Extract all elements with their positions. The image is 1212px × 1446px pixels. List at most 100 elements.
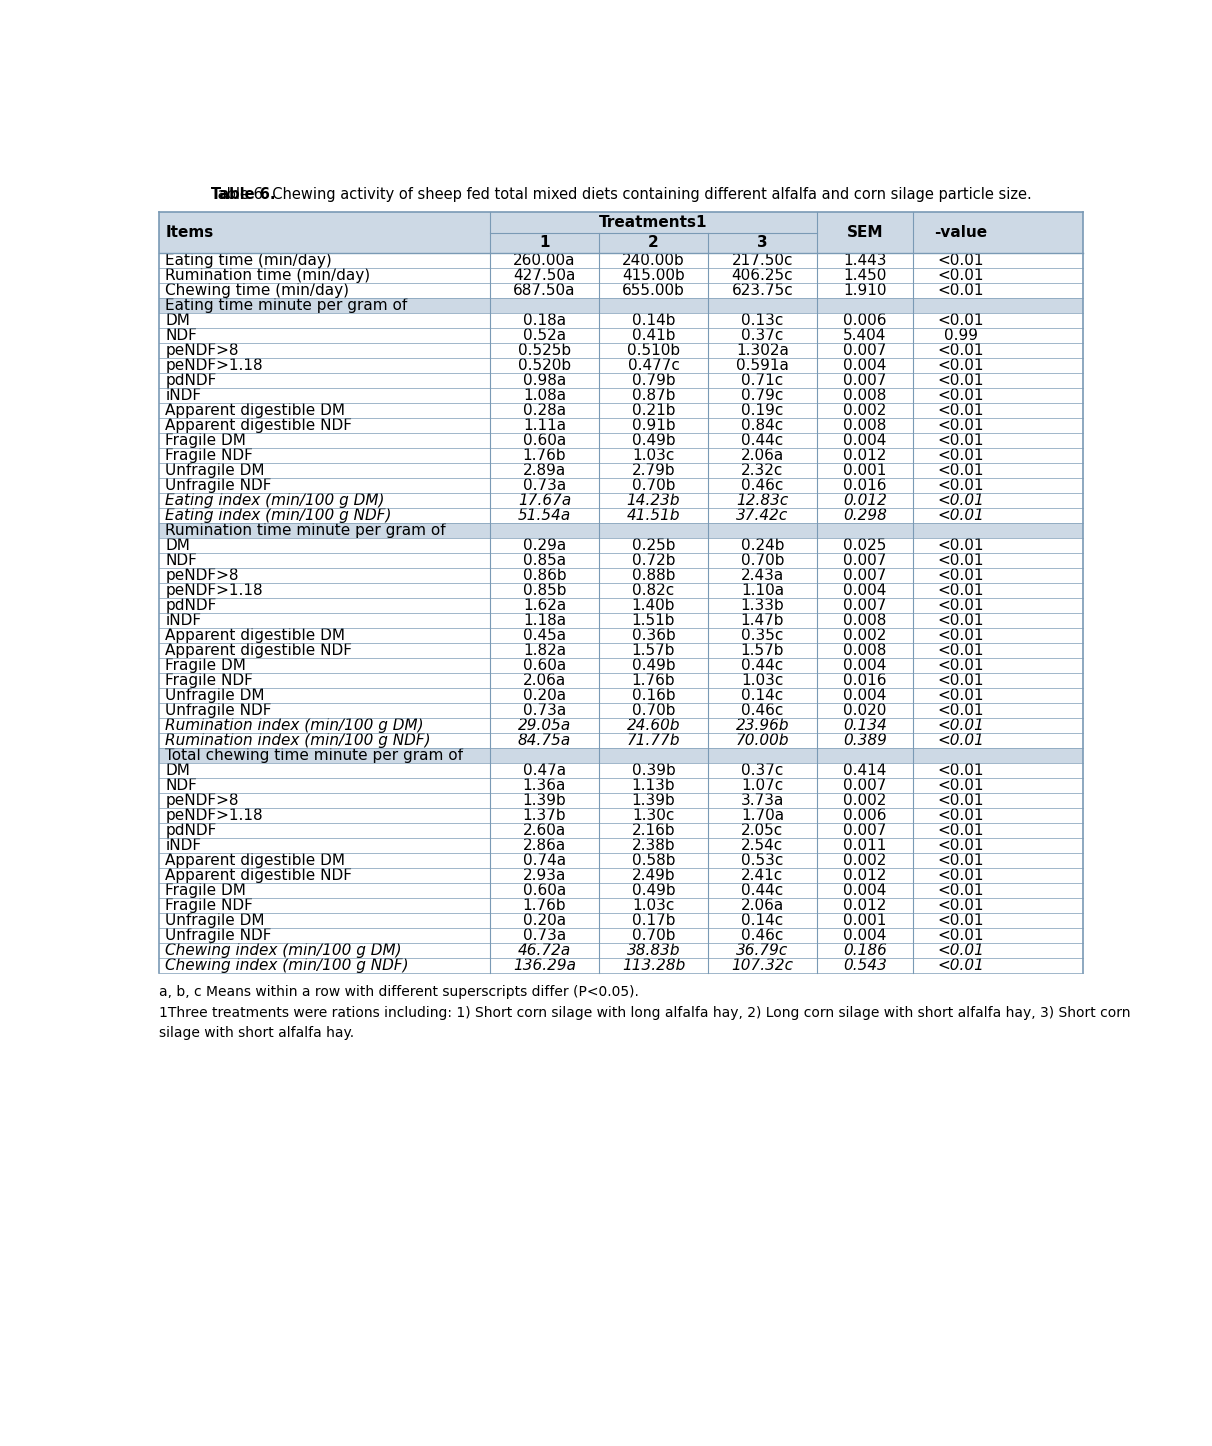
Text: 38.83b: 38.83b bbox=[627, 943, 680, 959]
Bar bbox=[159, 268, 1084, 282]
Text: Chewing time (min/day): Chewing time (min/day) bbox=[166, 282, 349, 298]
Text: 0.001: 0.001 bbox=[844, 463, 887, 477]
Text: 0.002: 0.002 bbox=[844, 853, 887, 868]
Text: 1.08a: 1.08a bbox=[522, 388, 566, 402]
Text: 0.298: 0.298 bbox=[844, 508, 887, 523]
Text: 0.591a: 0.591a bbox=[736, 357, 789, 373]
Text: 1.11a: 1.11a bbox=[522, 418, 566, 432]
Bar bbox=[159, 884, 1084, 898]
Text: <0.01: <0.01 bbox=[938, 763, 984, 778]
Text: 1.03c: 1.03c bbox=[742, 672, 784, 688]
Text: 2.16b: 2.16b bbox=[631, 823, 675, 839]
Text: 0.134: 0.134 bbox=[844, 719, 887, 733]
Text: 0.45a: 0.45a bbox=[522, 628, 566, 643]
Text: <0.01: <0.01 bbox=[938, 808, 984, 823]
Text: 0.008: 0.008 bbox=[844, 418, 887, 432]
Text: 0.73a: 0.73a bbox=[522, 928, 566, 943]
Text: <0.01: <0.01 bbox=[938, 868, 984, 884]
Text: 1.76b: 1.76b bbox=[522, 448, 566, 463]
Text: 0.85a: 0.85a bbox=[522, 552, 566, 568]
Text: peNDF>1.18: peNDF>1.18 bbox=[166, 583, 263, 597]
Text: 0.007: 0.007 bbox=[844, 778, 887, 792]
Text: 1.03c: 1.03c bbox=[633, 898, 675, 914]
Text: <0.01: <0.01 bbox=[938, 568, 984, 583]
Text: 0.004: 0.004 bbox=[844, 583, 887, 597]
Bar bbox=[159, 508, 1084, 523]
Text: Apparent digestible NDF: Apparent digestible NDF bbox=[166, 418, 353, 432]
Text: 0.79c: 0.79c bbox=[742, 388, 784, 402]
Text: 24.60b: 24.60b bbox=[627, 719, 680, 733]
Text: 0.020: 0.020 bbox=[844, 703, 887, 719]
Text: Fragile NDF: Fragile NDF bbox=[166, 672, 253, 688]
Text: 0.88b: 0.88b bbox=[631, 568, 675, 583]
Bar bbox=[159, 253, 1084, 268]
Text: <0.01: <0.01 bbox=[938, 583, 984, 597]
Text: 1.13b: 1.13b bbox=[631, 778, 675, 792]
Text: 2.06a: 2.06a bbox=[522, 672, 566, 688]
Text: 0.79b: 0.79b bbox=[631, 373, 675, 388]
Text: 0.47a: 0.47a bbox=[522, 763, 566, 778]
Text: Table 6. Chewing activity of sheep fed total mixed diets containing different al: Table 6. Chewing activity of sheep fed t… bbox=[211, 187, 1031, 202]
Text: 0.71c: 0.71c bbox=[742, 373, 784, 388]
Bar bbox=[159, 763, 1084, 778]
Text: <0.01: <0.01 bbox=[938, 268, 984, 282]
Text: <0.01: <0.01 bbox=[938, 688, 984, 703]
Bar bbox=[159, 583, 1084, 597]
Text: 0.86b: 0.86b bbox=[522, 568, 566, 583]
Text: Rumination index (min/100 g DM): Rumination index (min/100 g DM) bbox=[166, 719, 424, 733]
Text: <0.01: <0.01 bbox=[938, 343, 984, 357]
Text: <0.01: <0.01 bbox=[938, 402, 984, 418]
Text: 0.520b: 0.520b bbox=[518, 357, 571, 373]
Text: <0.01: <0.01 bbox=[938, 373, 984, 388]
Bar bbox=[159, 552, 1084, 568]
Text: 2.49b: 2.49b bbox=[631, 868, 675, 884]
Bar bbox=[159, 943, 1084, 959]
Text: 0.44c: 0.44c bbox=[742, 432, 784, 448]
Text: a, b, c Means within a row with different superscripts differ (P<0.05).: a, b, c Means within a row with differen… bbox=[159, 985, 639, 999]
Text: Chewing index (min/100 g NDF): Chewing index (min/100 g NDF) bbox=[166, 959, 410, 973]
Text: 2.93a: 2.93a bbox=[522, 868, 566, 884]
Text: <0.01: <0.01 bbox=[938, 357, 984, 373]
Text: 0.007: 0.007 bbox=[844, 343, 887, 357]
Text: 0.19c: 0.19c bbox=[742, 402, 784, 418]
Text: 2.06a: 2.06a bbox=[741, 898, 784, 914]
Text: <0.01: <0.01 bbox=[938, 898, 984, 914]
Text: <0.01: <0.01 bbox=[938, 643, 984, 658]
Bar bbox=[159, 928, 1084, 943]
Text: 0.17b: 0.17b bbox=[631, 914, 675, 928]
Text: 0.98a: 0.98a bbox=[522, 373, 566, 388]
Text: 84.75a: 84.75a bbox=[518, 733, 571, 748]
Text: 0.49b: 0.49b bbox=[631, 884, 675, 898]
Text: SEM: SEM bbox=[847, 226, 884, 240]
Text: 0.53c: 0.53c bbox=[742, 853, 784, 868]
Text: 0.70b: 0.70b bbox=[631, 477, 675, 493]
Text: Unfragile DM: Unfragile DM bbox=[166, 463, 265, 477]
Text: Rumination index (min/100 g NDF): Rumination index (min/100 g NDF) bbox=[166, 733, 431, 748]
Text: <0.01: <0.01 bbox=[938, 703, 984, 719]
Text: 0.008: 0.008 bbox=[844, 388, 887, 402]
Text: 0.004: 0.004 bbox=[844, 688, 887, 703]
Text: 51.54a: 51.54a bbox=[518, 508, 571, 523]
Text: 0.477c: 0.477c bbox=[628, 357, 680, 373]
Text: 1.910: 1.910 bbox=[844, 282, 887, 298]
Text: <0.01: <0.01 bbox=[938, 719, 984, 733]
Text: 0.14c: 0.14c bbox=[742, 914, 784, 928]
Text: 0.28a: 0.28a bbox=[522, 402, 566, 418]
Text: 23.96b: 23.96b bbox=[736, 719, 789, 733]
Text: <0.01: <0.01 bbox=[938, 312, 984, 328]
Text: 0.007: 0.007 bbox=[844, 552, 887, 568]
Text: 0.007: 0.007 bbox=[844, 568, 887, 583]
Text: 0.16b: 0.16b bbox=[631, 688, 675, 703]
Text: 0.70b: 0.70b bbox=[631, 928, 675, 943]
Text: 0.73a: 0.73a bbox=[522, 477, 566, 493]
Text: <0.01: <0.01 bbox=[938, 672, 984, 688]
Text: Fragile DM: Fragile DM bbox=[166, 432, 246, 448]
Text: 0.543: 0.543 bbox=[844, 959, 887, 973]
Text: 0.52a: 0.52a bbox=[522, 328, 566, 343]
Text: 0.36b: 0.36b bbox=[631, 628, 675, 643]
Text: 0.002: 0.002 bbox=[844, 628, 887, 643]
Text: 0.74a: 0.74a bbox=[522, 853, 566, 868]
Text: 2.05c: 2.05c bbox=[742, 823, 784, 839]
Text: 0.414: 0.414 bbox=[844, 763, 887, 778]
Text: Rumination time (min/day): Rumination time (min/day) bbox=[166, 268, 371, 282]
